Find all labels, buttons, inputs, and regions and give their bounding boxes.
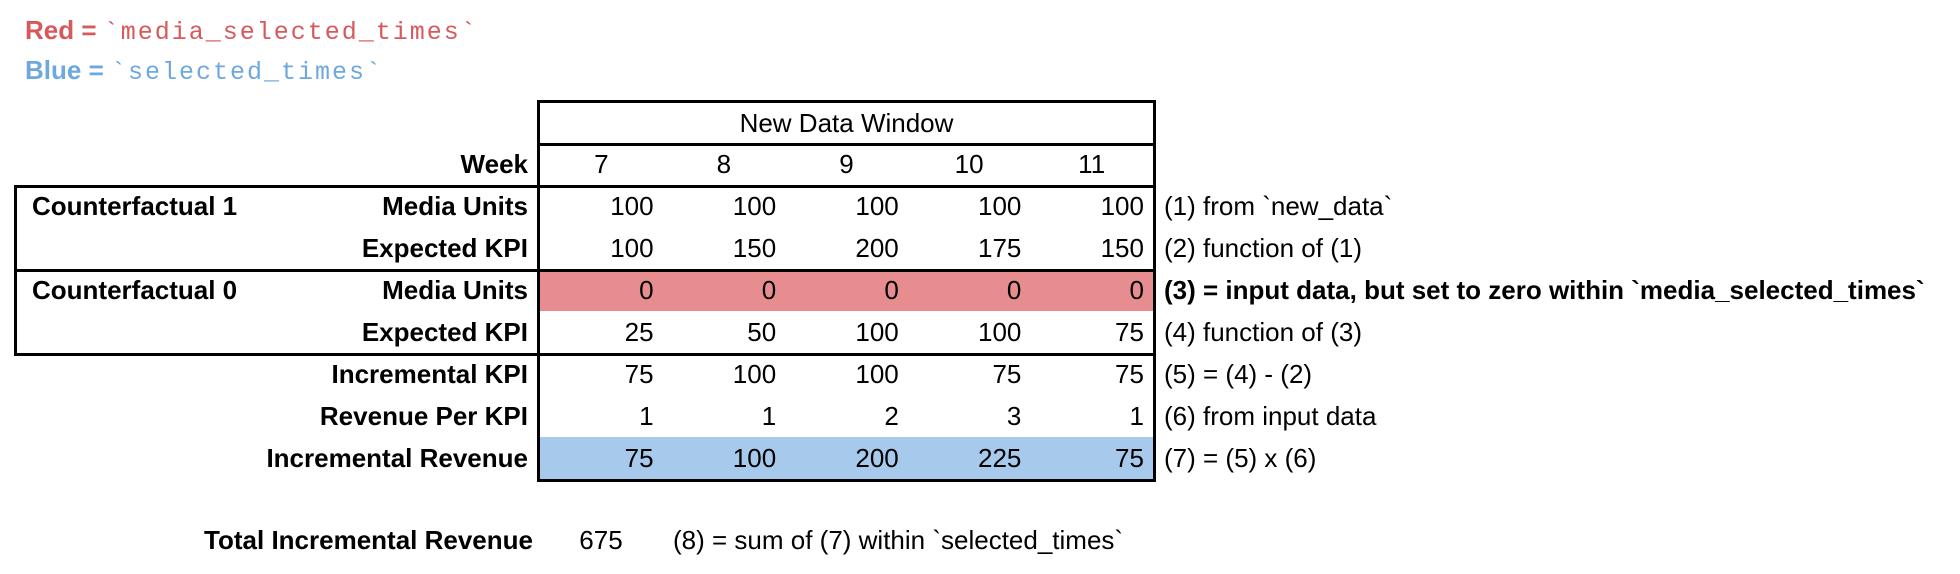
- table-cell: 175: [977, 233, 1022, 263]
- border-line: [14, 353, 1156, 356]
- group-label-counterfactual-1: Counterfactual 1: [32, 191, 238, 221]
- media-selected-times-highlight: [540, 272, 1153, 311]
- legend: Red = `media_selected_times` Blue = `sel…: [25, 10, 478, 90]
- table-cell: 75: [1115, 443, 1144, 473]
- total-value: 675: [579, 525, 623, 555]
- table-cell: 75: [624, 443, 654, 473]
- table-cell: 150: [1100, 233, 1144, 263]
- week-row: 7 8 9 10 11: [540, 143, 1153, 185]
- table-cell: 2: [884, 401, 899, 431]
- table-cell: 50: [747, 317, 777, 347]
- table-cell: 75: [1115, 359, 1144, 389]
- week-cell: 10: [954, 149, 984, 179]
- week-label: Week: [460, 149, 528, 179]
- row-label: Media Units: [382, 191, 528, 221]
- row-label: Media Units: [382, 275, 528, 305]
- table-cell: 0: [639, 275, 654, 305]
- row-label: Incremental Revenue: [266, 443, 528, 473]
- table-cell: 0: [1129, 275, 1144, 305]
- table-cell: 200: [855, 233, 899, 263]
- border-line: [537, 143, 1156, 146]
- total-label: Total Incremental Revenue: [204, 525, 533, 555]
- table-cell: 100: [610, 233, 654, 263]
- selected-times-highlight: [540, 437, 1153, 479]
- week-cell: 9: [839, 149, 854, 179]
- table-cell: 225: [977, 443, 1022, 473]
- table-cell: 150: [732, 233, 777, 263]
- table-row-values: 100 100 100 100 100: [540, 185, 1153, 227]
- table-row-values: 75 100 100 75 75: [540, 353, 1153, 395]
- table-cell: 100: [977, 191, 1022, 221]
- table-cell: 25: [624, 317, 654, 347]
- row-note: (4) function of (3): [1164, 317, 1362, 347]
- border-line: [14, 185, 1156, 188]
- table-cell: 100: [732, 191, 777, 221]
- table-cell: 0: [884, 275, 899, 305]
- table-cell: 0: [761, 275, 777, 305]
- border-line: [14, 269, 1156, 272]
- table-cell: 0: [1006, 275, 1022, 305]
- row-label: Expected KPI: [361, 233, 528, 263]
- row-note: (6) from input data: [1164, 401, 1377, 431]
- table-row-values: 0 0 0 0 0: [540, 269, 1153, 311]
- row-note: (7) = (5) x (6): [1164, 443, 1317, 473]
- table-cell: 100: [977, 317, 1022, 347]
- border-line: [537, 100, 540, 482]
- total-note: (8) = sum of (7) within `selected_times`: [673, 525, 1124, 555]
- legend-blue-code: `selected_times`: [110, 58, 384, 87]
- row-label: Revenue Per KPI: [319, 401, 528, 431]
- legend-red-label: Red = `media_selected_times`: [25, 10, 478, 50]
- table-cell: 75: [1115, 317, 1144, 347]
- table-cell: 1: [1129, 401, 1144, 431]
- table-cell: 100: [855, 191, 899, 221]
- row-label: Incremental KPI: [331, 359, 528, 389]
- table-cell: 100: [610, 191, 654, 221]
- week-cell: 8: [716, 149, 732, 179]
- table-cell: 100: [732, 359, 777, 389]
- group-label-counterfactual-0: Counterfactual 0: [32, 275, 238, 305]
- table-cell: 100: [855, 359, 899, 389]
- border-line: [537, 479, 1156, 482]
- table-row-values: 25 50 100 100 75: [540, 311, 1153, 353]
- row-label: Expected KPI: [361, 317, 528, 347]
- table-cell: 75: [992, 359, 1022, 389]
- table-row-values: 75 100 200 225 75: [540, 437, 1153, 479]
- table-row-values: 100 150 200 175 150: [540, 227, 1153, 269]
- week-cell: 7: [594, 149, 609, 179]
- row-note: (3) = input data, but set to zero within…: [1164, 275, 1925, 305]
- table-cell: 1: [761, 401, 777, 431]
- border-line: [14, 185, 17, 356]
- legend-red-prefix: Red =: [25, 15, 104, 45]
- row-note: (2) function of (1): [1164, 233, 1362, 263]
- row-note: (5) = (4) - (2): [1164, 359, 1313, 389]
- border-line: [1153, 100, 1156, 482]
- table-cell: 75: [624, 359, 654, 389]
- table-cell: 100: [855, 317, 899, 347]
- table-cell: 100: [732, 443, 777, 473]
- new-data-window-header: New Data Window: [739, 108, 954, 138]
- row-note: (1) from `new_data`: [1164, 191, 1393, 221]
- table-cell: 100: [1100, 191, 1144, 221]
- week-cell: 11: [1078, 149, 1106, 179]
- table-cell: 1: [639, 401, 654, 431]
- table-cell: 3: [1006, 401, 1022, 431]
- legend-red-code: `media_selected_times`: [103, 18, 478, 47]
- border-line: [537, 100, 1156, 103]
- table-row-values: 1 1 2 3 1: [540, 395, 1153, 437]
- legend-blue-label: Blue = `selected_times`: [25, 50, 478, 90]
- table-cell: 200: [855, 443, 899, 473]
- legend-blue-prefix: Blue =: [25, 55, 111, 85]
